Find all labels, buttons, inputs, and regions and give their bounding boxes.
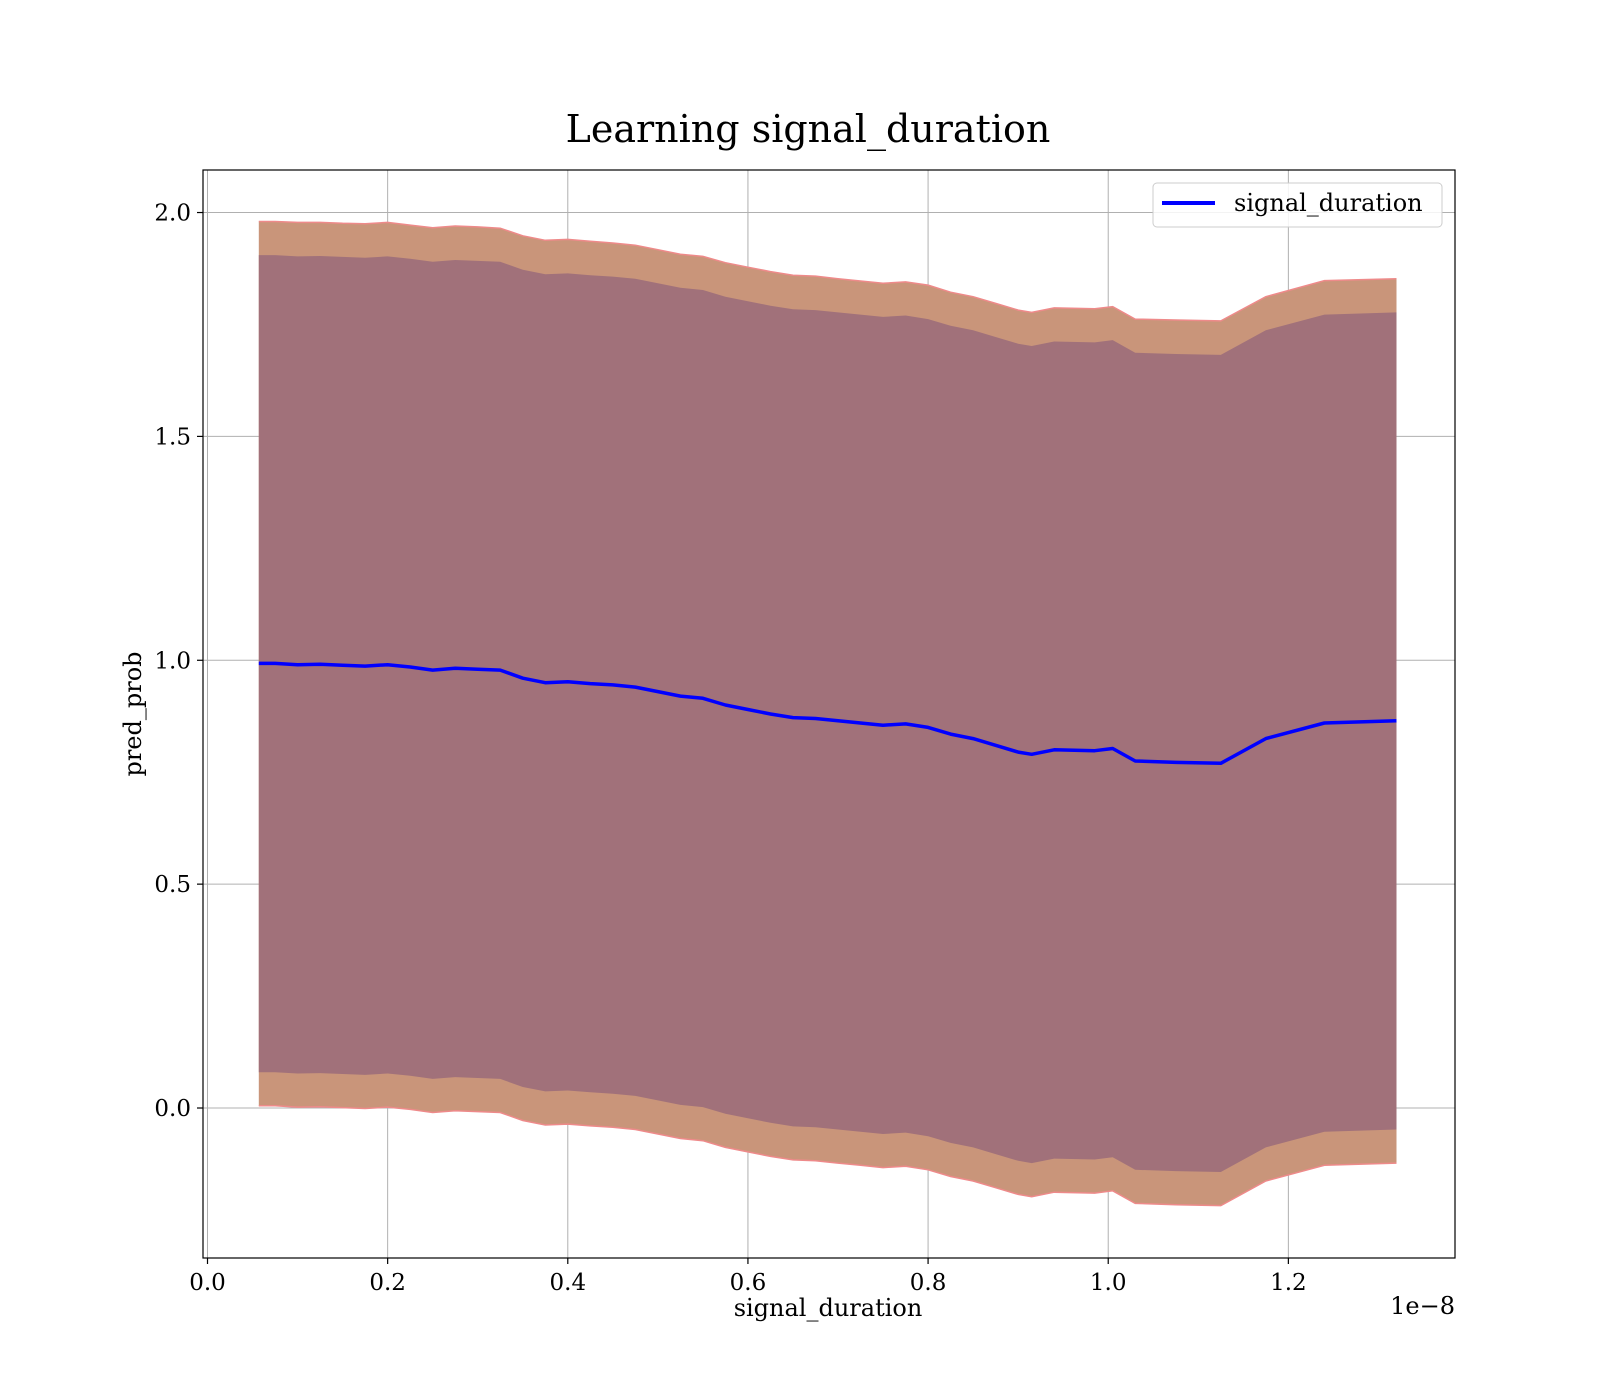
legend: signal_duration [1152,182,1443,228]
legend-box [1152,182,1443,228]
outer-band-lower-edge [258,1105,1397,1207]
x-tick-label-2: 0.4 [550,1270,587,1296]
x-tick-label-3: 0.6 [730,1270,767,1296]
y-tick-label-3: 1.5 [154,424,191,450]
chart-title: Learning signal_duration [566,107,1051,152]
x-axis-ticks: 0.0 0.2 0.4 0.6 0.8 1.0 1.2 [189,1258,1307,1296]
x-axis-offset-label: 1e−8 [1390,1292,1455,1320]
inner-confidence-band [258,255,1397,1173]
x-tick-label-1: 0.2 [369,1270,406,1296]
outer-band-upper-edge [258,220,1397,322]
y-axis-label: pred_prob [119,651,147,776]
y-tick-label-2: 1.0 [154,648,191,674]
x-tick-label-0: 0.0 [189,1270,226,1296]
band-layer [258,220,1397,1207]
y-tick-label-0: 0.0 [154,1096,191,1122]
y-axis-ticks: 0.0 0.5 1.0 1.5 2.0 [154,201,203,1122]
line-layer [258,661,1397,766]
y-tick-label-1: 0.5 [154,872,191,898]
y-tick-label-4: 2.0 [154,201,191,227]
series-line-signal-duration [258,661,1397,766]
plot-area-frame [202,169,1456,1259]
x-axis-label: signal_duration [734,1294,923,1322]
x-tick-label-5: 1.0 [1090,1270,1127,1296]
x-tick-label-4: 0.8 [910,1270,947,1296]
x-tick-label-6: 1.2 [1270,1270,1307,1296]
legend-label-signal-duration: signal_duration [1234,189,1423,217]
